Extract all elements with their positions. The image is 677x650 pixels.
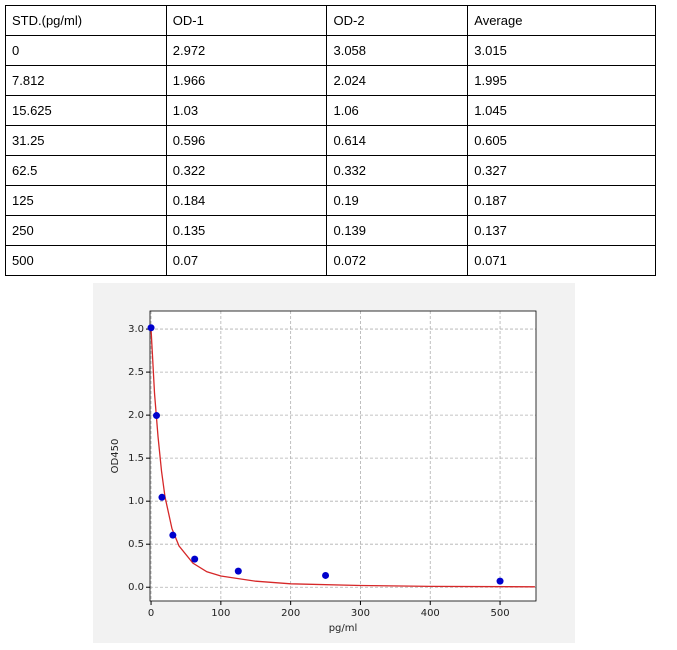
cell: 250 [5,215,167,246]
row: 7.812 1.966 2.024 1.995 [5,65,656,96]
x-tick-label: 0 [148,608,154,619]
row: 31.25 0.596 0.614 0.605 [5,125,656,156]
y-tick-label: 1.5 [128,453,144,464]
y-tick-label: 2.5 [128,367,144,378]
axes-frame [149,310,537,602]
x-tick-label: 100 [211,608,230,619]
data-point [169,531,177,539]
x-axis-label: pg/ml [329,623,358,634]
y-tick-label: 3.0 [128,324,144,335]
cell: 0.605 [467,125,656,156]
cell: 0.322 [165,155,328,186]
cell: 3.058 [326,35,469,66]
cell: 7.812 [5,65,167,96]
fit-curve [150,329,535,588]
x-tick-label: 500 [491,608,510,619]
cell: 0.07 [165,245,328,276]
cell: 31.25 [5,125,167,156]
header-cell: OD-2 [326,5,469,36]
cell: 2.972 [165,35,328,66]
cell: 0.139 [326,215,469,246]
cell: 500 [5,245,167,276]
row: 500 0.07 0.072 0.071 [5,245,656,276]
cell: 0.614 [326,125,469,156]
row: 250 0.135 0.139 0.137 [5,215,656,246]
data-point [147,324,155,332]
y-axis-label: OD450 [110,439,121,474]
data-point [158,493,166,501]
data-point [322,571,330,579]
cell: 1.045 [467,95,656,126]
cell: 0.19 [326,185,469,216]
header-row: STD.(pg/ml) OD-1 OD-2 Average [5,5,656,36]
cell: 3.015 [467,35,656,66]
x-tick-label: 300 [351,608,370,619]
data-table: STD.(pg/ml) OD-1 OD-2 Average 0 2.972 3.058 3.0… [5,5,656,276]
cell: 0.327 [467,155,656,186]
cell: 62.5 [5,155,167,186]
cell: 15.625 [5,95,167,126]
cell: 0.071 [467,245,656,276]
cell: 1.995 [467,65,656,96]
cell: 0.137 [467,215,656,246]
cell: 1.03 [165,95,328,126]
cell: 0.072 [326,245,469,276]
row: 0 2.972 3.058 3.015 [5,35,656,66]
row: 62.5 0.322 0.332 0.327 [5,155,656,186]
cell: 1.06 [326,95,469,126]
cell: 0.135 [165,215,328,246]
cell: 2.024 [326,65,469,96]
header-cell: STD.(pg/ml) [5,5,167,36]
y-tick-label: 1.0 [128,496,144,507]
chart: OD450 pg/ml 0 100 200 300 400 500 0.0 0.5 1.0 1.5… [93,283,575,643]
cell: 0.596 [165,125,328,156]
cell: 0.184 [165,185,328,216]
cell: 0.332 [326,155,469,186]
data-point [496,577,504,585]
row: 15.625 1.03 1.06 1.045 [5,95,656,126]
x-tick-label: 400 [421,608,440,619]
data-point [234,567,242,575]
y-tick-label: 0.0 [128,582,144,593]
data-point [152,412,160,420]
row: 125 0.184 0.19 0.187 [5,185,656,216]
y-tick-label: 2.0 [128,410,144,421]
cell: 125 [5,185,167,216]
table-body: STD.(pg/ml) OD-1 OD-2 Average 0 2.972 3.058 3.0… [5,5,656,276]
cell: 1.966 [165,65,328,96]
header-cell: Average [467,5,656,36]
x-tick-label: 200 [281,608,300,619]
cell: 0 [5,35,167,66]
data-point [191,555,199,563]
y-tick-label: 0.5 [128,539,144,550]
cell: 0.187 [467,185,656,216]
plot-area [150,311,536,601]
header-cell: OD-1 [165,5,328,36]
